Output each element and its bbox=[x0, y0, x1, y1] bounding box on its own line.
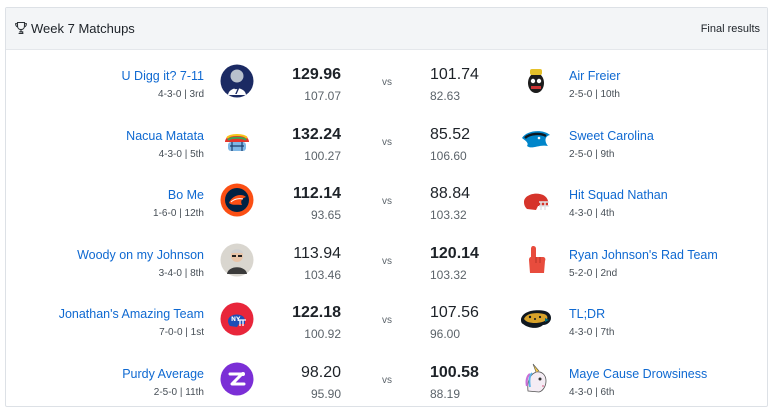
air-fryer-mascot-avatar-icon[interactable] bbox=[519, 64, 553, 98]
right-team-projected: 103.32 bbox=[430, 268, 467, 282]
purple-logo-avatar-icon[interactable] bbox=[220, 362, 254, 396]
cowboys-player-avatar-icon[interactable]: 7 bbox=[220, 64, 254, 98]
right-team-score: 88.84 bbox=[430, 185, 471, 202]
left-team-name[interactable]: Nacua Matata bbox=[126, 129, 204, 143]
right-team-name[interactable]: Maye Cause Drowsiness bbox=[569, 367, 708, 381]
matchup-row[interactable]: Nacua Matata 4-3-0 | 5th 132.24 100.27 v… bbox=[6, 116, 767, 175]
matchup-row[interactable]: Purdy Average 2-5-0 | 11th 98.20 95.90 v… bbox=[6, 354, 767, 413]
right-team-name[interactable]: TL;DR bbox=[569, 307, 606, 321]
person-photo-avatar-icon[interactable] bbox=[220, 243, 254, 277]
right-team-name[interactable]: Ryan Johnson's Rad Team bbox=[569, 248, 718, 262]
right-team-projected: 103.32 bbox=[430, 208, 467, 222]
right-team-score: 101.74 bbox=[430, 66, 479, 83]
rainbow-helmet-avatar-icon[interactable] bbox=[220, 124, 254, 158]
left-team-score: 132.24 bbox=[292, 126, 341, 143]
left-team-record: 2-5-0 | 11th bbox=[153, 387, 204, 398]
right-team-projected: 106.60 bbox=[430, 149, 467, 163]
vs-label: vs bbox=[382, 196, 392, 207]
left-team-projected: 95.90 bbox=[310, 387, 341, 401]
left-team-projected: 100.92 bbox=[304, 327, 341, 341]
left-team-name[interactable]: U Digg it? 7-11 bbox=[121, 69, 204, 83]
panthers-logo-avatar-icon[interactable] bbox=[519, 124, 553, 158]
foam-finger-avatar-icon[interactable] bbox=[519, 243, 553, 277]
right-team-score: 107.56 bbox=[430, 304, 479, 321]
matchup-row[interactable]: Bo Me 1-6-0 | 12th 112.14 93.65 vs 88.84… bbox=[6, 175, 767, 234]
broncos-logo-avatar-icon[interactable] bbox=[220, 183, 254, 217]
left-team-name[interactable]: Woody on my Johnson bbox=[77, 248, 204, 262]
left-team-projected: 103.46 bbox=[304, 268, 341, 282]
matchup-row[interactable]: Jonathan's Amazing Team 7-0-0 | 1st NY 1… bbox=[6, 294, 767, 353]
right-team-score: 120.14 bbox=[430, 245, 479, 262]
right-team-score: 100.58 bbox=[430, 364, 479, 381]
left-team-score: 122.18 bbox=[292, 304, 341, 321]
right-team-record: 4-3-0 | 6th bbox=[569, 387, 615, 398]
left-team-record: 4-3-0 | 5th bbox=[158, 149, 204, 160]
right-team-record: 2-5-0 | 9th bbox=[569, 149, 615, 160]
left-team-projected: 100.27 bbox=[304, 149, 341, 163]
left-team-score: 112.14 bbox=[292, 185, 341, 202]
svg-text:NY: NY bbox=[231, 316, 241, 323]
right-team-record: 5-2-0 | 2nd bbox=[569, 268, 618, 279]
svg-text:7: 7 bbox=[234, 87, 240, 96]
right-team-name[interactable]: Air Freier bbox=[569, 69, 621, 83]
left-team-record: 7-0-0 | 1st bbox=[159, 327, 204, 338]
red-helmet-avatar-icon[interactable] bbox=[519, 183, 553, 217]
right-team-record: 4-3-0 | 7th bbox=[569, 327, 615, 338]
left-team-name[interactable]: Jonathan's Amazing Team bbox=[58, 307, 204, 321]
left-team-name[interactable]: Purdy Average bbox=[122, 367, 204, 381]
card-header: Week 7 Matchups Final results bbox=[6, 8, 767, 50]
vs-label: vs bbox=[382, 375, 392, 386]
left-team-record: 1-6-0 | 12th bbox=[153, 208, 204, 219]
right-team-name[interactable]: Hit Squad Nathan bbox=[569, 188, 668, 202]
left-team-score: 129.96 bbox=[292, 66, 341, 83]
giants-helmet-avatar-icon[interactable]: NY bbox=[220, 302, 254, 336]
vs-label: vs bbox=[382, 77, 392, 88]
unicorn-avatar-icon[interactable] bbox=[519, 362, 553, 396]
right-team-projected: 82.63 bbox=[430, 89, 461, 103]
jaguars-logo-avatar-icon[interactable] bbox=[519, 302, 553, 336]
vs-label: vs bbox=[382, 315, 392, 326]
left-team-projected: 107.07 bbox=[304, 89, 341, 103]
right-team-record: 2-5-0 | 10th bbox=[569, 89, 620, 100]
matchup-row[interactable]: Woody on my Johnson 3-4-0 | 8th 113.94 1… bbox=[6, 235, 767, 294]
right-team-score: 85.52 bbox=[430, 126, 471, 143]
right-team-projected: 96.00 bbox=[430, 327, 461, 341]
matchup-row[interactable]: U Digg it? 7-11 4-3-0 | 3rd 7 129.96 107… bbox=[6, 56, 767, 115]
right-team-projected: 88.19 bbox=[430, 387, 461, 401]
final-results-label: Final results bbox=[700, 23, 760, 35]
vs-label: vs bbox=[382, 256, 392, 267]
left-team-projected: 93.65 bbox=[310, 208, 341, 222]
matchups-card: Week 7 Matchups Final results U Digg it?… bbox=[5, 7, 768, 407]
left-team-score: 98.20 bbox=[300, 364, 341, 381]
page-title: Week 7 Matchups bbox=[31, 21, 135, 36]
trophy-icon bbox=[14, 21, 28, 35]
left-team-name[interactable]: Bo Me bbox=[167, 188, 204, 202]
left-team-record: 3-4-0 | 8th bbox=[158, 268, 204, 279]
right-team-record: 4-3-0 | 4th bbox=[569, 208, 615, 219]
left-team-record: 4-3-0 | 3rd bbox=[158, 89, 204, 100]
right-team-name[interactable]: Sweet Carolina bbox=[569, 129, 654, 143]
vs-label: vs bbox=[382, 137, 392, 148]
left-team-score: 113.94 bbox=[293, 245, 341, 262]
